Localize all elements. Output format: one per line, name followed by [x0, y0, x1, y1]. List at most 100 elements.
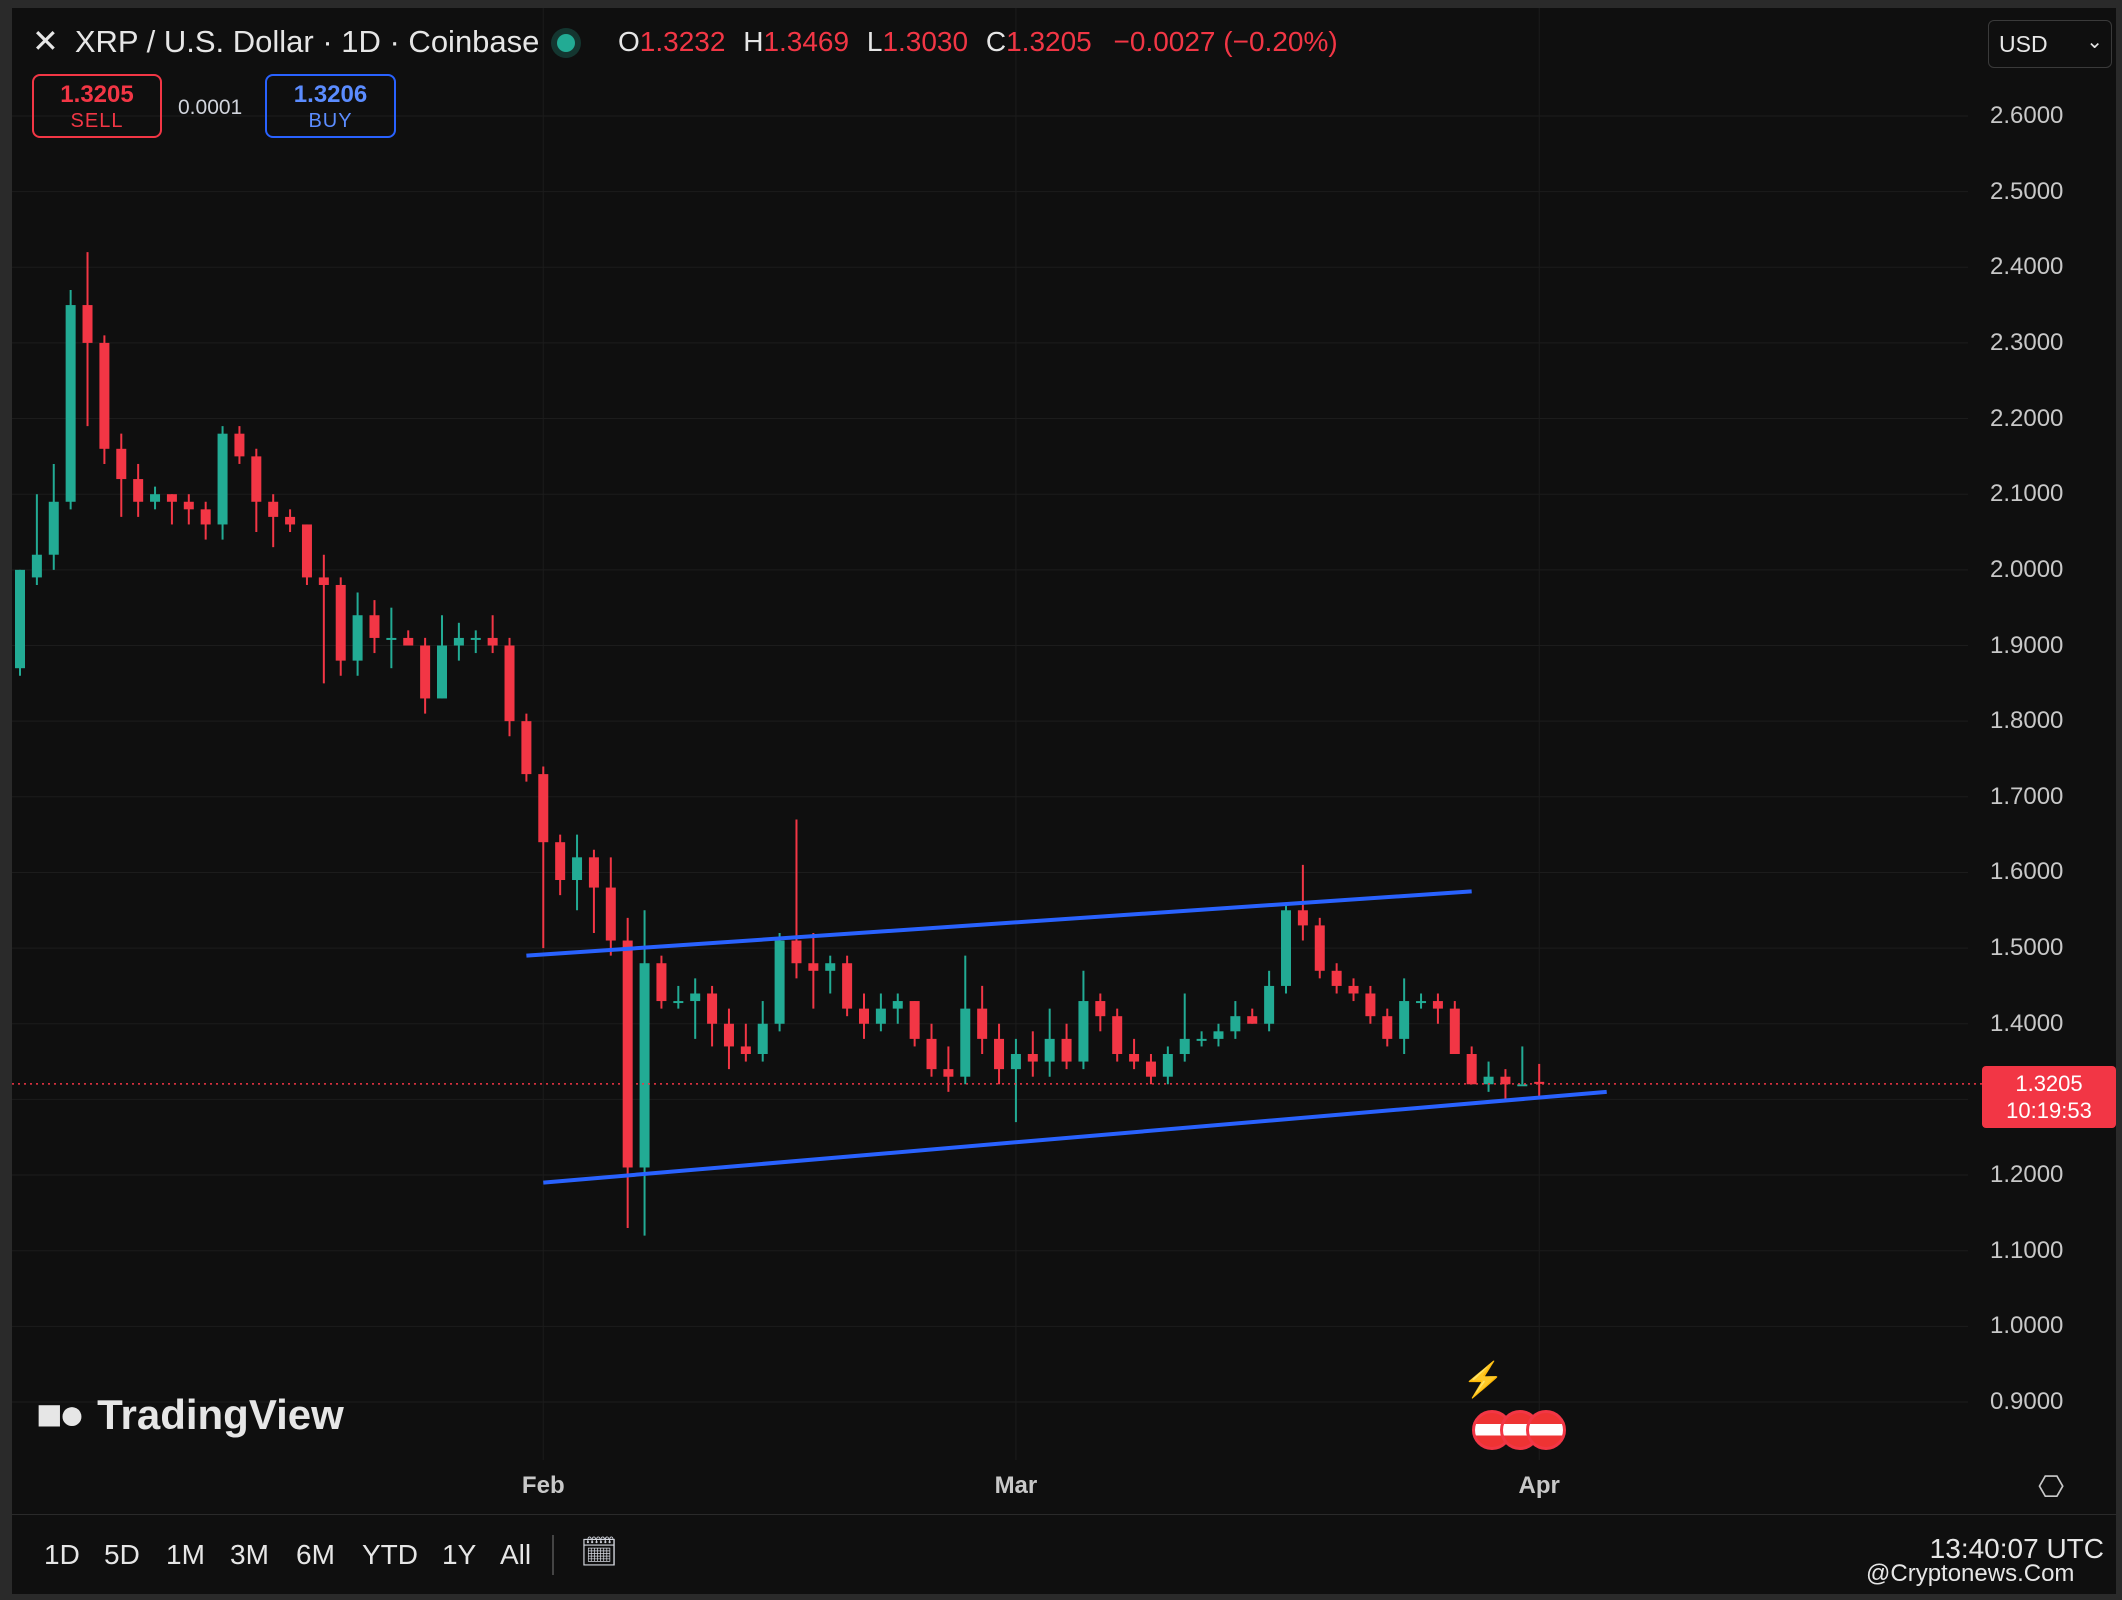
- candle-up: [352, 615, 363, 661]
- candle-down: [1145, 1061, 1156, 1077]
- candle-up: [1517, 1084, 1528, 1087]
- candle-down: [1129, 1054, 1140, 1062]
- candle-up: [639, 963, 650, 1168]
- candle-down: [301, 524, 312, 578]
- x-tick-label: Feb: [521, 1472, 565, 1499]
- currency-select[interactable]: USD ⌄: [1988, 20, 2112, 68]
- candle-down: [335, 584, 346, 661]
- y-tick-label: 2.6000: [1990, 101, 2064, 129]
- candle-down: [1247, 1016, 1258, 1024]
- x-tick-label: Mar: [994, 1472, 1038, 1499]
- y-tick-label: 1.9000: [1990, 631, 2064, 659]
- low-value: 1.3030: [882, 26, 969, 57]
- timeframe-6m[interactable]: 6M: [296, 1539, 335, 1570]
- us-flag-icon[interactable]: [1526, 1410, 1566, 1450]
- candle-up: [386, 637, 397, 640]
- candle-up: [48, 501, 59, 555]
- timeframe-3m[interactable]: 3M: [230, 1539, 269, 1570]
- y-tick-label: 1.6000: [1990, 858, 2064, 886]
- ohlc-readout: O1.3232 H1.3469 L1.3030 C1.3205 −0.0027 …: [608, 26, 1338, 58]
- candle-down: [183, 501, 194, 510]
- candle-down: [251, 456, 262, 502]
- candle-down: [656, 963, 667, 1002]
- tradingview-logo[interactable]: ■● TradingView: [36, 1390, 344, 1440]
- calendar-range-icon[interactable]: 🗓: [580, 1536, 619, 1569]
- y-tick-label: 2.0000: [1990, 555, 2064, 583]
- timeframe-1y[interactable]: 1Y: [442, 1539, 477, 1570]
- candle-down: [994, 1038, 1005, 1070]
- candle-down: [977, 1008, 988, 1039]
- candle-up: [757, 1023, 768, 1055]
- y-tick-label: 2.3000: [1990, 328, 2064, 356]
- candle-down: [926, 1038, 937, 1070]
- y-tick-label: 2.2000: [1990, 404, 2064, 432]
- settings-icon[interactable]: ⎔: [2038, 1471, 2065, 1504]
- candle-down: [166, 494, 177, 502]
- candle-down: [1348, 985, 1359, 994]
- candle-down: [403, 637, 414, 646]
- close-value: 1.3205: [1006, 26, 1092, 57]
- last-price-tag: 1.3205 10:19:53: [1982, 1065, 2116, 1128]
- economic-event-icon[interactable]: ⚡: [1462, 1361, 1505, 1399]
- candle-up: [1264, 985, 1275, 1024]
- candle-down: [723, 1023, 734, 1047]
- utc-clock[interactable]: 13:40:07 UTC: [1929, 1533, 2104, 1564]
- x-tick-label: Apr: [1518, 1472, 1560, 1499]
- chevron-down-icon: ⌄: [2086, 31, 2103, 53]
- candle-down: [1449, 1008, 1460, 1055]
- candle-down: [1466, 1054, 1477, 1085]
- logo-text: TradingView: [97, 1391, 344, 1438]
- symbol-title[interactable]: XRP / U.S. Dollar · 1D · Coinbase: [74, 24, 540, 59]
- candle-up: [31, 554, 42, 578]
- candle-down: [1382, 1016, 1393, 1039]
- sell-button[interactable]: 1.3205 SELL: [32, 74, 162, 138]
- y-tick-label: 1.7000: [1990, 782, 2064, 810]
- candle-up: [1399, 1001, 1410, 1039]
- candle-up: [1483, 1076, 1494, 1085]
- toolbar-divider: [552, 1535, 554, 1575]
- candle-up: [673, 1001, 684, 1004]
- y-tick-label: 1.0000: [1990, 1312, 2064, 1340]
- candle-down: [1500, 1076, 1511, 1085]
- candle-down: [369, 615, 380, 638]
- candle-down: [1534, 1081, 1545, 1084]
- candle-down: [740, 1046, 751, 1055]
- candle-down: [82, 305, 93, 343]
- candle-up: [150, 494, 161, 502]
- sell-price: 1.3205: [60, 81, 134, 108]
- timeframe-all[interactable]: All: [500, 1539, 532, 1570]
- candle-down: [707, 993, 718, 1024]
- candle-down: [588, 857, 599, 888]
- candle-up: [572, 857, 583, 881]
- buy-button[interactable]: 1.3206 BUY: [265, 74, 396, 138]
- candle-down: [1061, 1038, 1072, 1062]
- spread-value: 0.0001: [178, 96, 243, 119]
- timeframe-1d[interactable]: 1D: [44, 1539, 80, 1570]
- timeframe-ytd[interactable]: YTD: [362, 1539, 418, 1570]
- candle-up: [1044, 1038, 1055, 1062]
- y-tick-label: 2.4000: [1990, 253, 2064, 281]
- candle-up: [217, 433, 228, 525]
- timeframe-5d[interactable]: 5D: [104, 1539, 140, 1570]
- candle-up: [892, 1001, 903, 1009]
- candle-up: [690, 993, 701, 1002]
- close-icon[interactable]: ✕: [32, 23, 59, 59]
- candle-down: [943, 1069, 954, 1077]
- candle-up: [960, 1008, 971, 1077]
- candle-down: [268, 501, 279, 517]
- candle-up: [1196, 1038, 1207, 1041]
- candle-down: [99, 342, 110, 449]
- y-tick-label: 2.5000: [1990, 177, 2064, 205]
- candle-down: [1095, 1001, 1106, 1017]
- candle-up: [65, 305, 76, 502]
- trendline-lower: [543, 1089, 1607, 1185]
- candle-up: [453, 637, 464, 646]
- candle-down: [487, 637, 498, 646]
- candle-down: [504, 645, 515, 722]
- candle-up: [825, 963, 836, 971]
- candle-up: [1010, 1054, 1021, 1070]
- timeframe-1m[interactable]: 1M: [166, 1539, 205, 1570]
- candle-down: [521, 721, 532, 775]
- candle-up: [1416, 1001, 1427, 1004]
